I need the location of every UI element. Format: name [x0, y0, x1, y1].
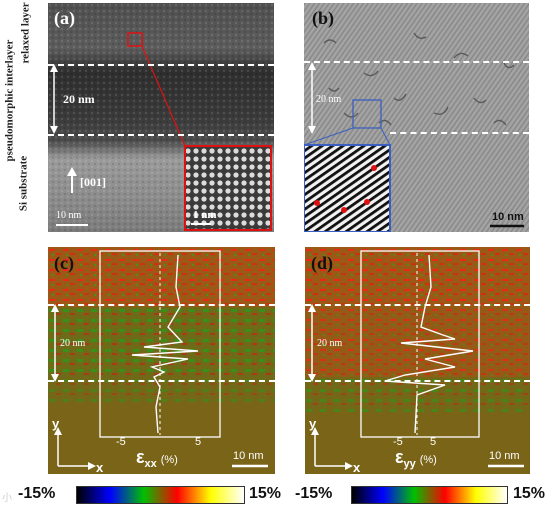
panel-d-profile-symbol: ε	[395, 447, 404, 467]
panel-d-axis-x: x	[353, 460, 361, 474]
panel-d-axis-y: y	[309, 416, 317, 431]
colorbar-left-min-label: -15%	[18, 485, 56, 502]
interface-line-top	[305, 304, 530, 306]
colorbar-right-max-label: 15%	[513, 485, 546, 502]
panel-c-profile-sub: xx	[144, 457, 157, 470]
side-label-substrate: Si substrate	[17, 155, 30, 212]
interface-line-bottom	[390, 132, 529, 134]
panel-d-profile-sub: yy	[403, 457, 416, 470]
panel-c-profile-unit: (%)	[160, 454, 178, 466]
panel-d-tick-neg: -5	[393, 436, 403, 448]
panel-c-axis-y: y	[52, 416, 60, 431]
panel-c-tag: (c)	[54, 253, 74, 273]
colorbar-left-max-label: 15%	[249, 485, 282, 502]
panel-c-thickness-label: 20 nm	[60, 338, 86, 349]
panel-c-profile-symbol: ε	[136, 447, 145, 467]
panel-d-tag: (d)	[311, 253, 333, 273]
panel-a-direction-label: [001]	[80, 175, 106, 189]
interface-line-bottom	[48, 380, 275, 382]
panel-a-scalebar-label: 10 nm	[56, 210, 82, 221]
panel-a-hrtem: (a) 20 nm [001] 10 nm 1 nm	[48, 3, 274, 232]
panel-d-tick-pos: 5	[430, 436, 437, 448]
colorbar-right-min-label: -15%	[295, 485, 333, 502]
panel-c-tick-pos: 5	[195, 436, 202, 448]
panel-c-tick-neg: -5	[116, 436, 126, 448]
interface-line-bottom	[305, 380, 530, 382]
panel-d-profile-label: εyy (%)	[395, 447, 437, 470]
panel-d-scalebar-label: 10 nm	[489, 450, 520, 462]
interface-line-top	[304, 61, 529, 63]
panel-a-inset-scalebar-label: 1 nm	[193, 209, 217, 221]
panel-b-thickness-label: 20 nm	[316, 94, 342, 105]
side-label-pseudomorphic: pseudomorphic interlayer	[3, 39, 16, 162]
panel-d-texture	[305, 247, 530, 474]
panel-b-filtered: (b) 20 nm 10 nm	[304, 3, 529, 232]
panel-b-tag: (b)	[312, 8, 334, 28]
interface-line-bottom	[48, 134, 274, 136]
panel-b-scalebar-label: 10 nm	[492, 211, 524, 223]
panel-d-strain-yy: (d) 20 nm -5 5 εyy (%) y x 10 nm	[305, 247, 530, 474]
panel-d-profile-unit: (%)	[419, 454, 437, 466]
panel-a-texture	[48, 3, 274, 232]
panel-a-thickness-label: 20 nm	[63, 92, 95, 106]
panel-c-profile-label: εxx (%)	[136, 447, 178, 470]
interface-line-top	[48, 304, 275, 306]
panel-c-scalebar-label: 10 nm	[233, 450, 264, 462]
colorbar-left	[76, 486, 245, 504]
panel-c-texture	[48, 247, 275, 474]
panel-c-axis-x: x	[96, 460, 104, 474]
panel-c-strain-xx: (c) 20 nm -5 5 εxx (%) y x 10 nm	[48, 247, 275, 474]
colorbar-right	[351, 486, 508, 504]
panel-a-tag: (a)	[54, 8, 75, 28]
side-label-relaxed: relaxed layer	[19, 2, 32, 64]
panel-d-thickness-label: 20 nm	[317, 338, 343, 349]
panel-b-texture	[304, 3, 529, 232]
interface-line-top	[48, 64, 274, 66]
watermark: 小	[2, 493, 12, 504]
